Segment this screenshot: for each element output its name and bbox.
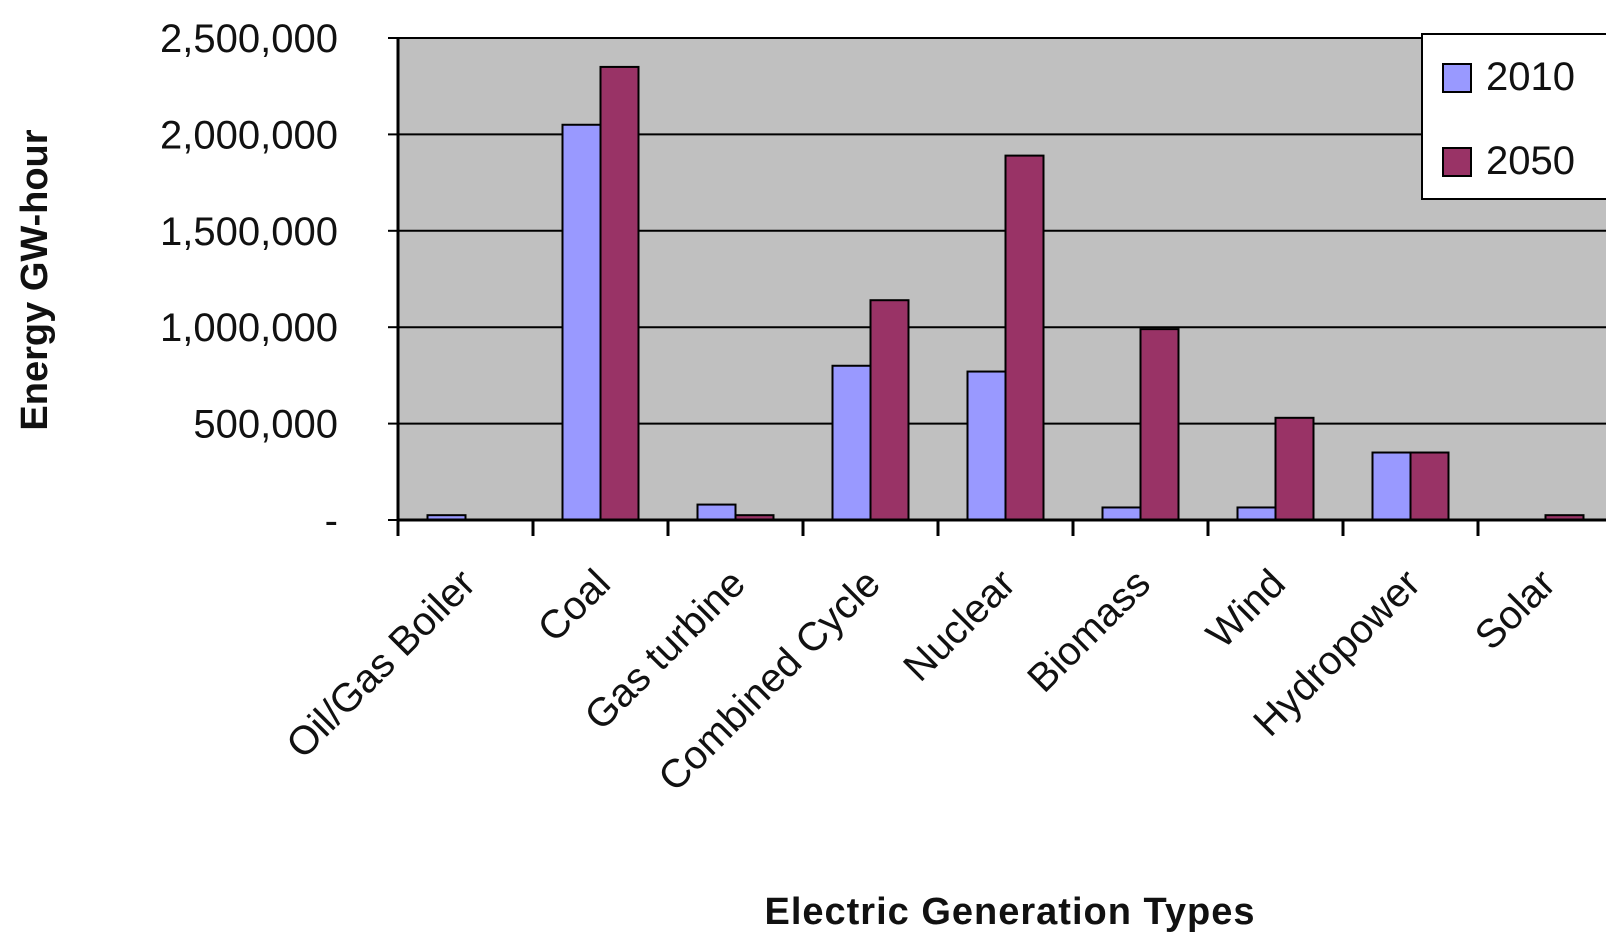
x-category-label: Coal — [530, 561, 619, 650]
x-category-label: Solar — [1467, 561, 1564, 658]
y-tick-label: - — [325, 499, 338, 543]
x-axis-ticks — [396, 520, 1480, 536]
y-tick-label: 500,000 — [193, 403, 338, 447]
y-axis-ticks: - 500,000 1,000,000 1,500,000 2,000,000 2,500… — [160, 17, 398, 543]
y-tick-label: 1,500,000 — [160, 210, 338, 254]
legend: 2010 2050 — [1421, 33, 1606, 200]
x-category-label: Biomass — [1019, 561, 1159, 701]
bar-2050-biomass — [1139, 328, 1180, 521]
x-category-label: Wind — [1198, 561, 1294, 657]
bar-2050-combined-cycle — [869, 299, 910, 522]
bar-2050-wind — [1274, 416, 1315, 522]
legend-label-2050: 2050 — [1486, 139, 1575, 183]
bar-2010-gas-turbine — [696, 503, 737, 521]
y-tick-label: 1,000,000 — [160, 306, 338, 350]
bars — [426, 65, 1585, 522]
y-tick-label: 2,500,000 — [160, 17, 338, 61]
bar-2050-coal — [599, 65, 640, 521]
legend-label-2010: 2010 — [1486, 55, 1575, 99]
bar-2010-combined-cycle — [831, 364, 872, 522]
bar-2010-biomass — [1101, 506, 1142, 521]
bar-2010-coal — [561, 123, 602, 521]
legend-swatch-2050 — [1442, 147, 1472, 177]
y-tick-label: 2,000,000 — [160, 113, 338, 157]
bar-2010-nuclear — [966, 370, 1007, 521]
bar-2010-hydropower — [1371, 451, 1412, 521]
x-axis-title: Electric Generation Types — [764, 891, 1255, 933]
bar-2010-wind — [1236, 506, 1277, 521]
legend-swatch-2010 — [1442, 63, 1472, 93]
y-axis-title: Energy GW-hour — [14, 129, 56, 430]
bar-2050-hydropower — [1409, 451, 1450, 521]
x-category-label: Nuclear — [895, 561, 1024, 690]
bar-2050-nuclear — [1004, 154, 1045, 521]
x-category-label: Oil/Gas Boiler — [278, 561, 484, 767]
